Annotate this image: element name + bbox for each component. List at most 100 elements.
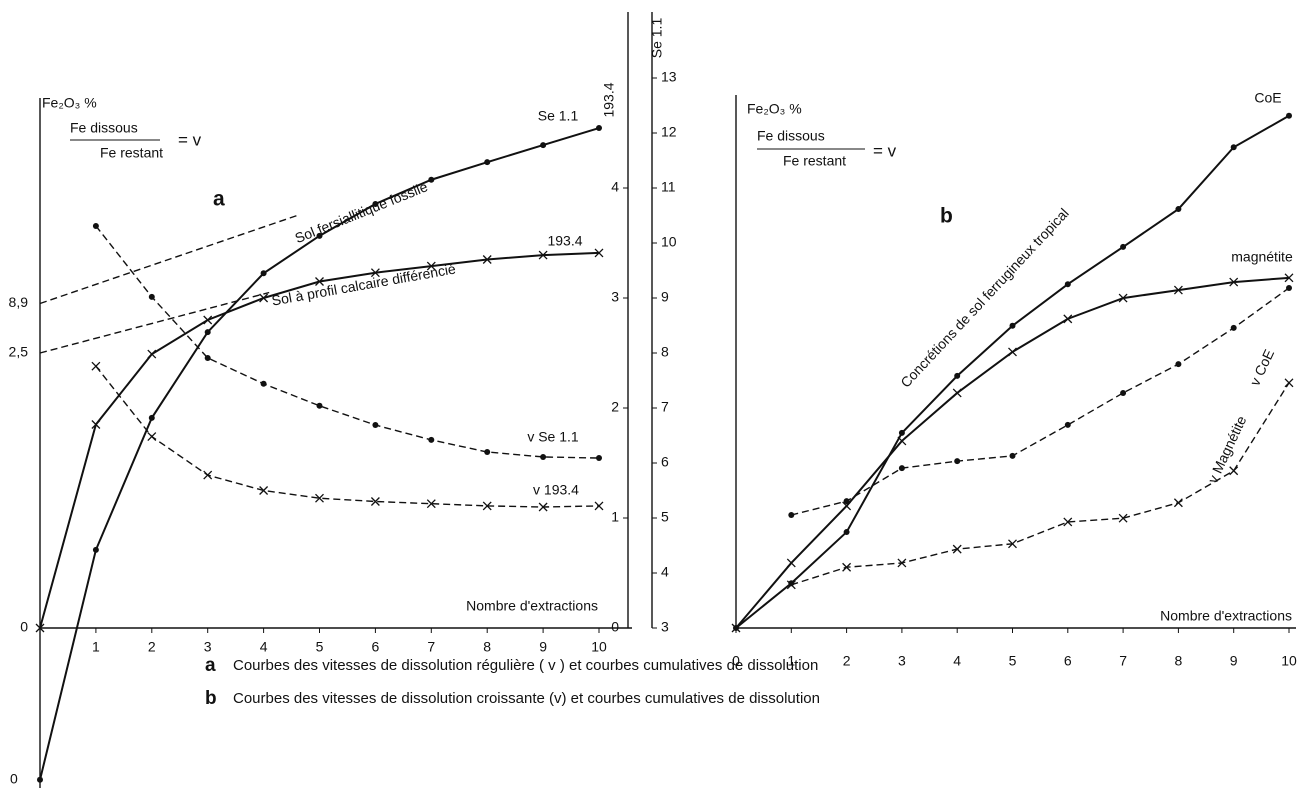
cross-point — [35, 623, 45, 633]
series-label: v CoE — [1247, 347, 1278, 388]
y2-tick-label: 8 — [661, 344, 669, 360]
point — [316, 232, 323, 239]
y2-tick-label: 5 — [661, 509, 669, 525]
point — [1009, 322, 1016, 329]
cross-point — [786, 580, 796, 590]
point — [92, 546, 99, 553]
cross-point — [538, 502, 548, 512]
x-tick-label: 10 — [1281, 653, 1297, 669]
cross-point — [594, 248, 604, 258]
y-tick-label: 2 — [611, 399, 619, 415]
intercept-label: 8,9 — [9, 294, 29, 310]
point — [898, 465, 905, 472]
x-tick-label: 7 — [1119, 653, 1127, 669]
y2-tick-label: 11 — [661, 179, 676, 195]
cross-point — [786, 558, 796, 568]
x-tick-label: 7 — [427, 639, 435, 655]
y2-tick-label: 13 — [661, 69, 677, 85]
point — [428, 176, 435, 183]
point — [596, 125, 602, 132]
curve-annotation: Sol fersiallitique fossile — [293, 178, 430, 246]
point — [1175, 206, 1182, 213]
point — [843, 529, 850, 536]
x-axis-label: Nombre d'extractions — [1160, 608, 1292, 624]
y2-axis-title: Se 1.1 — [649, 18, 665, 59]
series-label: 193.4 — [547, 233, 582, 249]
cross-point — [1118, 293, 1128, 303]
ratio-denominator: Fe restant — [100, 145, 163, 161]
cross-point — [952, 544, 962, 554]
y-tick-label: 0 — [611, 619, 619, 635]
x-tick-label: 9 — [539, 639, 547, 655]
x-tick-label: 1 — [787, 653, 795, 669]
y-tick-label: 4 — [611, 179, 619, 195]
dashed-curve — [39, 214, 298, 305]
cross-point — [370, 268, 380, 278]
caption-text: Courbes des vitesses de dissolution régu… — [233, 657, 818, 674]
cross-point — [952, 388, 962, 398]
ratio-equals: = v — [873, 141, 897, 160]
x-tick-label: 9 — [1230, 653, 1238, 669]
intercept-label: 2,5 — [9, 344, 29, 360]
cross-point — [897, 436, 907, 446]
cross-point — [842, 562, 852, 572]
cross-point — [594, 501, 604, 511]
x-tick-label: 5 — [1009, 653, 1017, 669]
cross-point — [1173, 498, 1183, 508]
point — [1175, 361, 1182, 368]
x-tick-label: 2 — [843, 653, 851, 669]
point — [484, 159, 491, 166]
point — [843, 498, 850, 505]
cross-point — [91, 420, 101, 429]
cross-point — [315, 493, 324, 503]
point — [372, 422, 379, 429]
series-label: magnétite — [1231, 249, 1293, 265]
point — [92, 222, 99, 229]
point — [1230, 324, 1237, 331]
point — [898, 429, 905, 436]
y-axis-label: Fe₂O₃ % — [42, 95, 97, 111]
cross-point — [731, 623, 741, 633]
caption-letter: b — [205, 688, 217, 709]
curve-annotation: Sol à profil calcaire différencié — [270, 260, 457, 308]
point — [1120, 389, 1127, 396]
x-tick-label: 8 — [1175, 653, 1183, 669]
point — [148, 414, 155, 421]
cross-point — [842, 501, 852, 511]
point — [1120, 243, 1127, 250]
cross-point — [1063, 517, 1073, 527]
x-tick-label: 6 — [1064, 653, 1072, 669]
series-label: v Se 1.1 — [527, 429, 579, 445]
curve — [735, 114, 1290, 629]
cross-point — [482, 501, 492, 511]
cross-point — [897, 558, 907, 568]
cross-point — [370, 497, 380, 506]
dashed-curve — [791, 287, 1290, 516]
point — [1286, 284, 1292, 291]
point — [260, 380, 267, 387]
curve-annotation: Concrétions de sol ferrugineux tropical — [897, 205, 1072, 391]
cross-point — [1118, 513, 1128, 523]
x-tick-label: 10 — [591, 639, 607, 655]
cross-point — [147, 349, 157, 359]
point — [204, 354, 211, 361]
cross-point — [1284, 273, 1294, 283]
dashed-curve — [95, 225, 600, 459]
cross-point — [482, 255, 492, 264]
ratio-numerator: Fe dissous — [70, 120, 138, 136]
point — [540, 453, 547, 460]
origin-label: 0 — [10, 771, 18, 787]
cross-point — [426, 499, 436, 509]
cross-point — [259, 293, 269, 303]
y2-tick-label: 12 — [661, 124, 677, 140]
dashed-curve — [39, 291, 270, 354]
ratio-denominator: Fe restant — [783, 153, 846, 169]
curve — [39, 251, 600, 629]
cross-point — [1008, 347, 1017, 357]
cross-point — [203, 470, 213, 480]
x-tick-label: 3 — [204, 639, 212, 655]
point — [1230, 144, 1237, 151]
point — [1064, 281, 1071, 288]
ratio-equals: = v — [178, 130, 202, 149]
series-label: Se 1.1 — [538, 108, 579, 124]
